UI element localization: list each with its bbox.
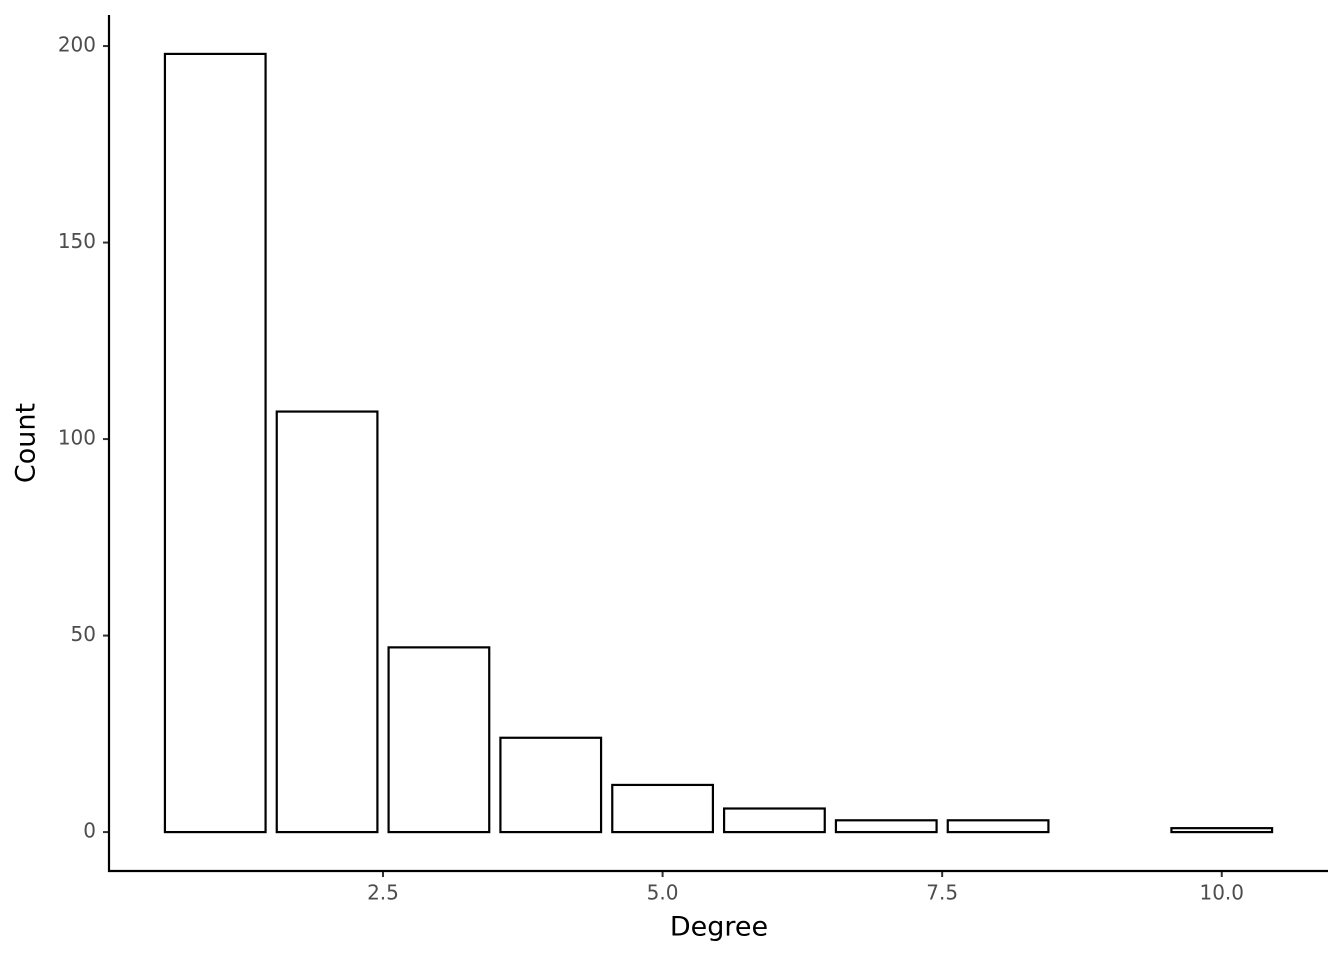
x-tick-label: 7.5 [926,881,958,905]
x-tick-label: 2.5 [367,881,399,905]
y-axis-title: Count [11,403,42,483]
y-tick-label: 150 [58,229,96,253]
y-tick-label: 200 [58,33,96,57]
bar [275,410,379,834]
x-axis-title: Degree [670,912,768,943]
bar [499,736,603,834]
x-tick-label: 10.0 [1199,881,1244,905]
y-tick-label: 50 [71,622,96,646]
bar [1170,827,1274,834]
x-tick-label: 5.0 [647,881,679,905]
y-tick-label: 100 [58,426,96,450]
bar [387,646,491,834]
bar [722,807,826,834]
bar [946,819,1050,834]
bar [834,819,938,834]
bar [611,783,715,834]
y-tick-label: 0 [83,819,96,843]
bar [163,52,267,834]
